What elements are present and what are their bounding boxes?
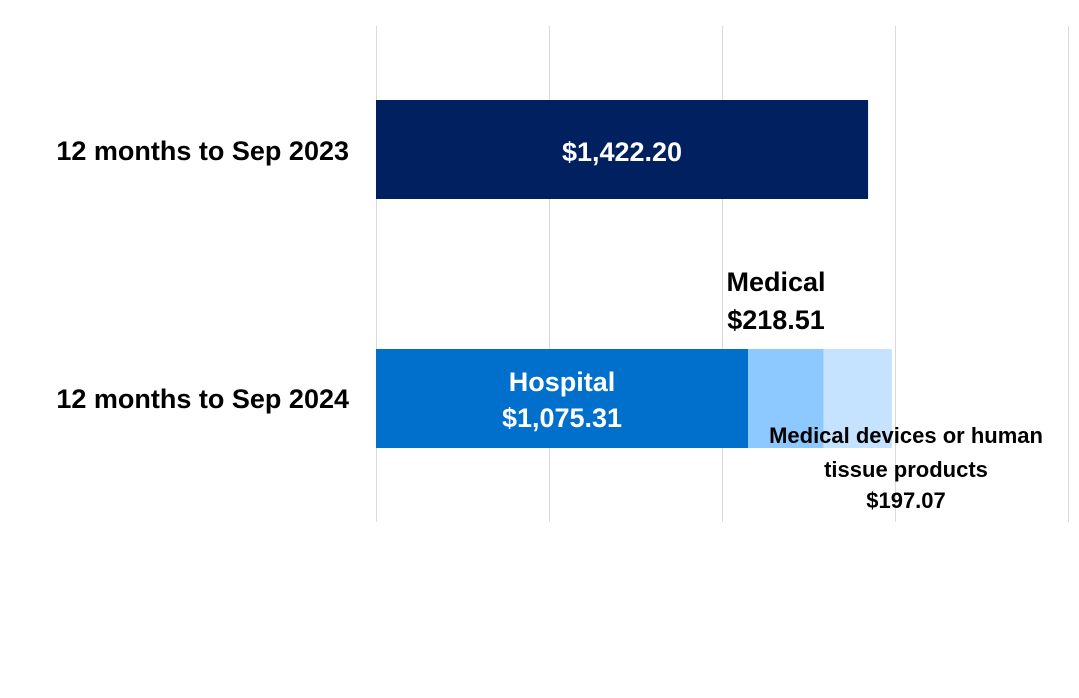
data-label-hospital: $1,075.31 bbox=[502, 403, 622, 433]
series-name-hospital: Hospital bbox=[509, 367, 616, 397]
category-label-2024: 12 months to Sep 2024 bbox=[56, 384, 349, 414]
series-name-devices-line2: tissue products bbox=[824, 457, 988, 482]
bars bbox=[376, 100, 892, 448]
series-name-medical: Medical bbox=[726, 267, 825, 297]
data-label-devices: $197.07 bbox=[866, 488, 946, 513]
data-label-2023-total: $1,422.20 bbox=[562, 137, 682, 167]
series-name-devices-line1: Medical devices or human bbox=[769, 423, 1043, 448]
bar-segment-medical-devices-or-human-tissue-products bbox=[823, 349, 892, 448]
category-label-2023: 12 months to Sep 2023 bbox=[56, 136, 349, 166]
bar-segment-medical bbox=[748, 349, 824, 448]
bar-segment-hospital bbox=[376, 349, 749, 448]
bar-segment-total bbox=[376, 100, 869, 199]
data-label-medical: $218.51 bbox=[727, 305, 825, 335]
